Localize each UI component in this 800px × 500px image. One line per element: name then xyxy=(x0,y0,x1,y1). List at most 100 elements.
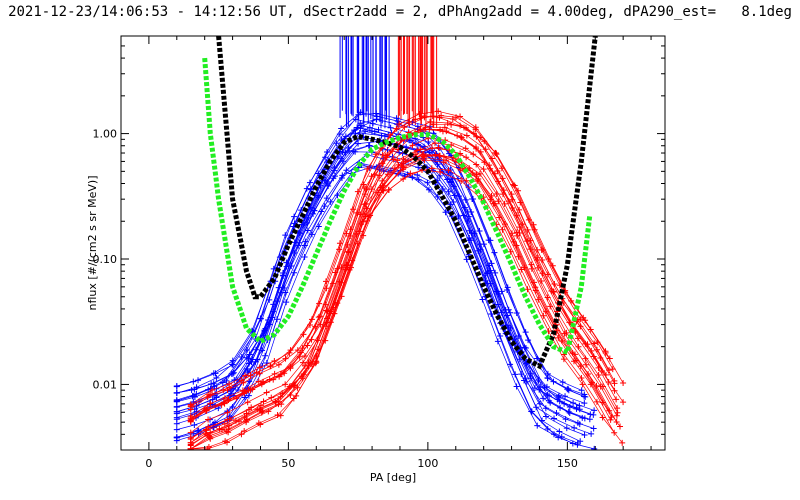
plus-marker xyxy=(193,402,200,409)
plus-marker xyxy=(574,441,581,448)
plus-marker xyxy=(339,172,346,179)
plus-marker xyxy=(260,398,267,405)
plus-marker xyxy=(291,269,298,276)
plus-marker xyxy=(203,426,210,433)
plus-marker xyxy=(371,171,378,178)
plus-marker xyxy=(457,133,464,140)
plus-marker xyxy=(581,415,588,422)
plus-marker xyxy=(619,439,626,446)
plus-marker xyxy=(396,120,403,127)
plus-marker xyxy=(300,371,307,378)
plus-marker xyxy=(301,352,308,359)
plus-marker xyxy=(409,174,416,181)
plus-marker xyxy=(550,288,557,295)
plus-marker xyxy=(187,442,194,449)
plus-marker xyxy=(499,175,506,182)
plus-marker xyxy=(581,393,588,400)
plus-marker xyxy=(209,387,216,394)
plus-marker xyxy=(419,151,426,158)
plus-marker xyxy=(407,137,414,144)
axis-ticks: 0 50 100 150 0.01 0.10 1.00 xyxy=(93,35,665,470)
plus-marker xyxy=(282,355,289,362)
plus-marker xyxy=(206,401,213,408)
plus-marker xyxy=(463,132,470,139)
plus-marker xyxy=(492,150,499,157)
plus-marker xyxy=(432,151,439,158)
plus-marker xyxy=(274,412,281,419)
flux-line xyxy=(176,127,595,411)
plus-marker xyxy=(513,242,520,249)
plus-marker xyxy=(566,410,573,417)
plus-marker xyxy=(291,381,298,388)
plus-marker xyxy=(434,193,441,200)
plus-marker xyxy=(551,281,558,288)
plus-marker xyxy=(517,199,524,206)
plus-marker xyxy=(245,406,252,413)
plus-marker xyxy=(244,399,251,406)
plus-marker xyxy=(428,145,435,152)
plus-marker xyxy=(224,409,231,416)
plus-marker xyxy=(530,221,537,228)
plus-marker xyxy=(393,115,400,122)
plus-marker xyxy=(336,131,343,138)
plus-marker xyxy=(204,431,211,438)
plus-marker xyxy=(287,363,294,370)
plus-marker xyxy=(299,375,306,382)
plus-marker xyxy=(606,367,613,374)
plus-marker xyxy=(573,404,580,411)
plus-marker xyxy=(243,410,250,417)
plus-marker xyxy=(330,175,337,182)
plus-marker xyxy=(279,390,286,397)
plus-marker xyxy=(173,408,180,415)
plus-marker xyxy=(242,372,249,379)
series-blue xyxy=(173,109,598,450)
plus-marker xyxy=(190,378,197,385)
plus-marker xyxy=(547,399,554,406)
plus-marker xyxy=(258,409,265,416)
plus-marker xyxy=(307,186,314,193)
flux-line xyxy=(176,145,594,429)
plus-marker xyxy=(577,316,584,323)
plus-marker xyxy=(442,157,449,164)
plus-marker xyxy=(431,140,438,147)
plus-marker xyxy=(356,228,363,235)
plus-marker xyxy=(565,387,572,394)
flux-line xyxy=(190,157,612,450)
plus-marker xyxy=(555,392,562,399)
plus-marker xyxy=(614,405,621,412)
plus-marker xyxy=(389,148,396,155)
plus-marker xyxy=(243,417,250,424)
plus-marker xyxy=(422,124,429,131)
plus-marker xyxy=(581,400,588,407)
plus-marker xyxy=(569,350,576,357)
plus-marker xyxy=(187,417,194,424)
flux-line xyxy=(190,123,611,419)
plus-marker xyxy=(173,426,180,433)
plus-marker xyxy=(275,398,282,405)
plus-marker xyxy=(590,353,597,360)
plus-marker xyxy=(470,195,477,202)
plus-marker xyxy=(208,381,215,388)
flux-line xyxy=(190,126,615,421)
plus-marker xyxy=(579,381,586,388)
plus-marker xyxy=(480,166,487,173)
plus-marker xyxy=(450,199,457,206)
plus-marker xyxy=(336,240,343,247)
plus-marker xyxy=(445,188,452,195)
plus-marker xyxy=(246,360,253,367)
plus-marker xyxy=(608,414,615,421)
plus-marker xyxy=(500,191,507,198)
plus-marker xyxy=(288,263,295,270)
series-red xyxy=(187,108,627,450)
plus-marker xyxy=(229,361,236,368)
plus-marker xyxy=(581,432,588,439)
plus-marker xyxy=(594,339,601,346)
plus-marker xyxy=(343,261,350,268)
plus-marker xyxy=(476,170,483,177)
plus-marker xyxy=(540,395,547,402)
plus-marker xyxy=(296,353,303,360)
plus-marker xyxy=(213,374,220,381)
plus-marker xyxy=(290,395,297,402)
plus-marker xyxy=(322,278,329,285)
